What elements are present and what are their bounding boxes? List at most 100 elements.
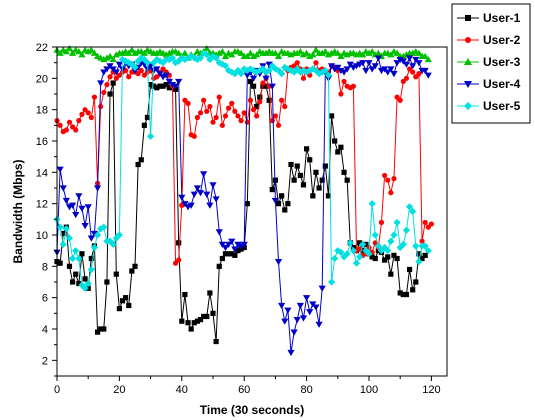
data-point — [94, 329, 101, 335]
data-point — [309, 301, 317, 308]
data-point — [313, 60, 319, 66]
data-point — [257, 99, 263, 105]
data-point — [72, 247, 80, 255]
data-point — [415, 60, 423, 67]
data-point — [413, 279, 419, 285]
data-point — [219, 255, 225, 262]
data-point — [346, 61, 354, 68]
data-point — [378, 219, 385, 226]
data-point — [66, 119, 73, 125]
data-point — [287, 51, 295, 58]
data-point — [78, 51, 86, 58]
legend-item: User-3 — [457, 55, 521, 69]
data-point — [237, 70, 245, 78]
data-point — [131, 49, 139, 56]
data-point — [287, 349, 295, 357]
data-point — [207, 290, 213, 296]
x-tick-label: 100 — [360, 384, 378, 396]
data-point — [296, 302, 304, 310]
y-tick-label: 4 — [42, 324, 48, 336]
data-point — [400, 291, 406, 298]
data-point — [419, 238, 425, 244]
data-point — [327, 63, 336, 70]
data-point — [100, 55, 108, 63]
data-point — [285, 201, 291, 207]
data-point — [79, 251, 85, 257]
data-point — [81, 284, 89, 292]
y-tick-label: 10 — [36, 230, 48, 242]
data-point — [382, 257, 388, 263]
legend-label: User-2 — [483, 33, 521, 47]
data-point — [357, 240, 363, 246]
data-point — [260, 83, 266, 89]
data-point — [165, 49, 173, 56]
data-point — [73, 127, 79, 133]
data-point — [465, 37, 471, 43]
data-point — [262, 68, 270, 76]
data-point — [397, 97, 403, 103]
data-point — [79, 111, 85, 117]
data-point — [85, 110, 91, 116]
data-point — [156, 71, 164, 78]
data-point — [341, 78, 347, 85]
data-point — [87, 235, 95, 242]
data-point — [73, 271, 79, 277]
legend-item: User-1 — [457, 11, 521, 25]
data-point — [131, 67, 139, 75]
series-user-5 — [53, 49, 432, 292]
data-point — [247, 97, 254, 103]
x-tick-label: 0 — [54, 384, 60, 396]
data-point — [113, 271, 119, 277]
data-point — [115, 61, 123, 68]
data-point — [293, 65, 301, 73]
data-point — [374, 242, 382, 250]
data-point — [243, 52, 251, 59]
data-point — [393, 60, 401, 67]
data-point — [368, 66, 376, 73]
data-point — [123, 295, 129, 301]
data-point — [293, 317, 301, 324]
data-point — [299, 51, 308, 58]
data-point — [304, 146, 310, 152]
data-point — [226, 105, 232, 111]
data-point — [247, 78, 254, 85]
data-point — [464, 58, 472, 65]
data-point — [334, 247, 342, 255]
data-point — [219, 122, 225, 128]
data-point — [212, 54, 220, 62]
data-point — [62, 197, 70, 205]
data-point — [275, 122, 282, 128]
data-point — [362, 67, 370, 75]
data-point — [59, 240, 67, 248]
data-point — [176, 240, 182, 246]
data-point — [422, 219, 428, 226]
data-point — [321, 48, 329, 55]
y-tick-label: 20 — [36, 73, 48, 85]
data-point — [168, 82, 177, 89]
data-point — [262, 49, 270, 56]
data-point — [181, 49, 189, 56]
data-point — [175, 49, 183, 56]
data-point — [350, 83, 356, 89]
data-point — [290, 329, 298, 336]
data-point — [197, 317, 204, 323]
series-user-2 — [54, 60, 434, 266]
data-point — [412, 242, 420, 250]
data-point — [419, 255, 425, 262]
data-point — [269, 118, 275, 124]
data-point — [464, 81, 472, 88]
series-user-3 — [53, 44, 432, 63]
data-point — [98, 103, 104, 110]
data-point — [291, 177, 297, 183]
data-point — [244, 201, 250, 207]
data-point — [369, 254, 375, 260]
data-point — [327, 49, 336, 56]
data-point — [281, 318, 289, 325]
x-tick-label: 80 — [300, 384, 312, 396]
data-point — [253, 68, 261, 76]
data-point — [384, 247, 392, 255]
data-point — [209, 182, 217, 189]
data-point — [337, 67, 345, 75]
data-point — [310, 193, 316, 199]
